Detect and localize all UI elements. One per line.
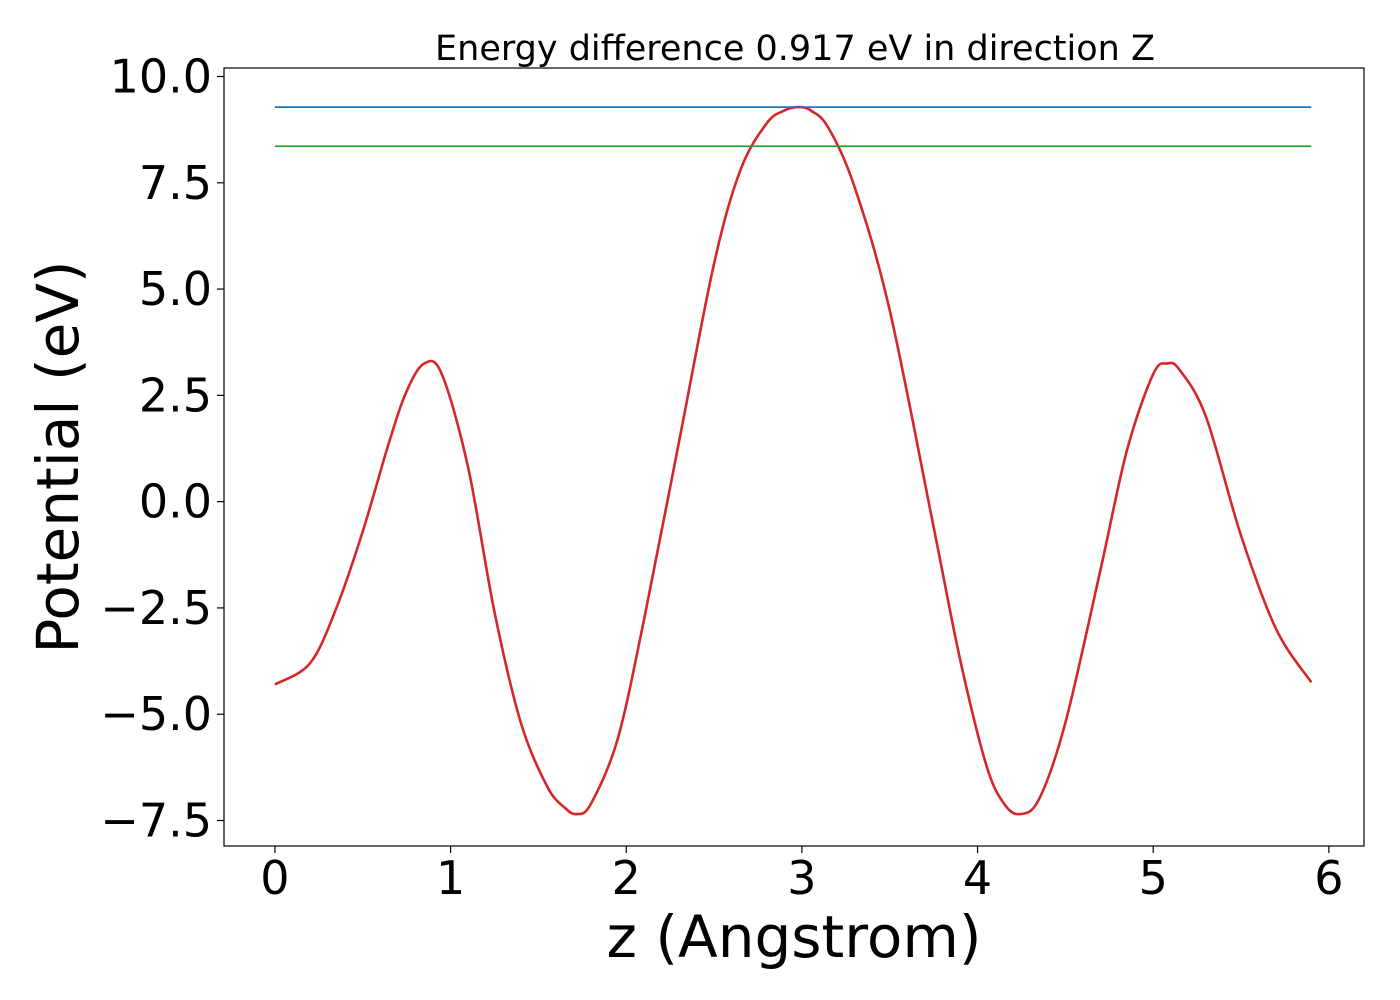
y-tick-label: 7.5 xyxy=(139,156,212,210)
y-axis-label: Potential (eV) xyxy=(24,260,92,653)
x-tick-label: 2 xyxy=(612,851,641,905)
x-tick-label: 4 xyxy=(963,851,992,905)
y-tick-label: 2.5 xyxy=(139,368,212,422)
chart-title: Energy difference 0.917 eV in direction … xyxy=(435,29,1155,69)
x-axis-label: z (Angstrom) xyxy=(607,903,982,971)
y-tick-label: 0.0 xyxy=(139,475,212,529)
x-axis: 0 1 2 3 4 5 6 xyxy=(260,846,1344,905)
x-tick-label: 0 xyxy=(260,851,289,905)
y-tick-label: −5.0 xyxy=(100,687,212,741)
y-tick-label: 10.0 xyxy=(110,50,212,104)
plot-lines xyxy=(274,105,1313,816)
y-tick-label: 5.0 xyxy=(139,262,212,316)
y-axis: −7.5 −5.0 −2.5 0.0 2.5 5.0 7.5 10.0 xyxy=(100,50,224,847)
x-tick-label: 1 xyxy=(436,851,465,905)
x-tick-label: 6 xyxy=(1314,851,1343,905)
series-line-0 xyxy=(274,105,1313,816)
plot-frame xyxy=(223,67,1365,847)
x-tick-label: 3 xyxy=(787,851,816,905)
x-tick-label: 5 xyxy=(1139,851,1168,905)
y-tick-label: −2.5 xyxy=(100,581,212,635)
y-tick-label: −7.5 xyxy=(100,793,212,847)
